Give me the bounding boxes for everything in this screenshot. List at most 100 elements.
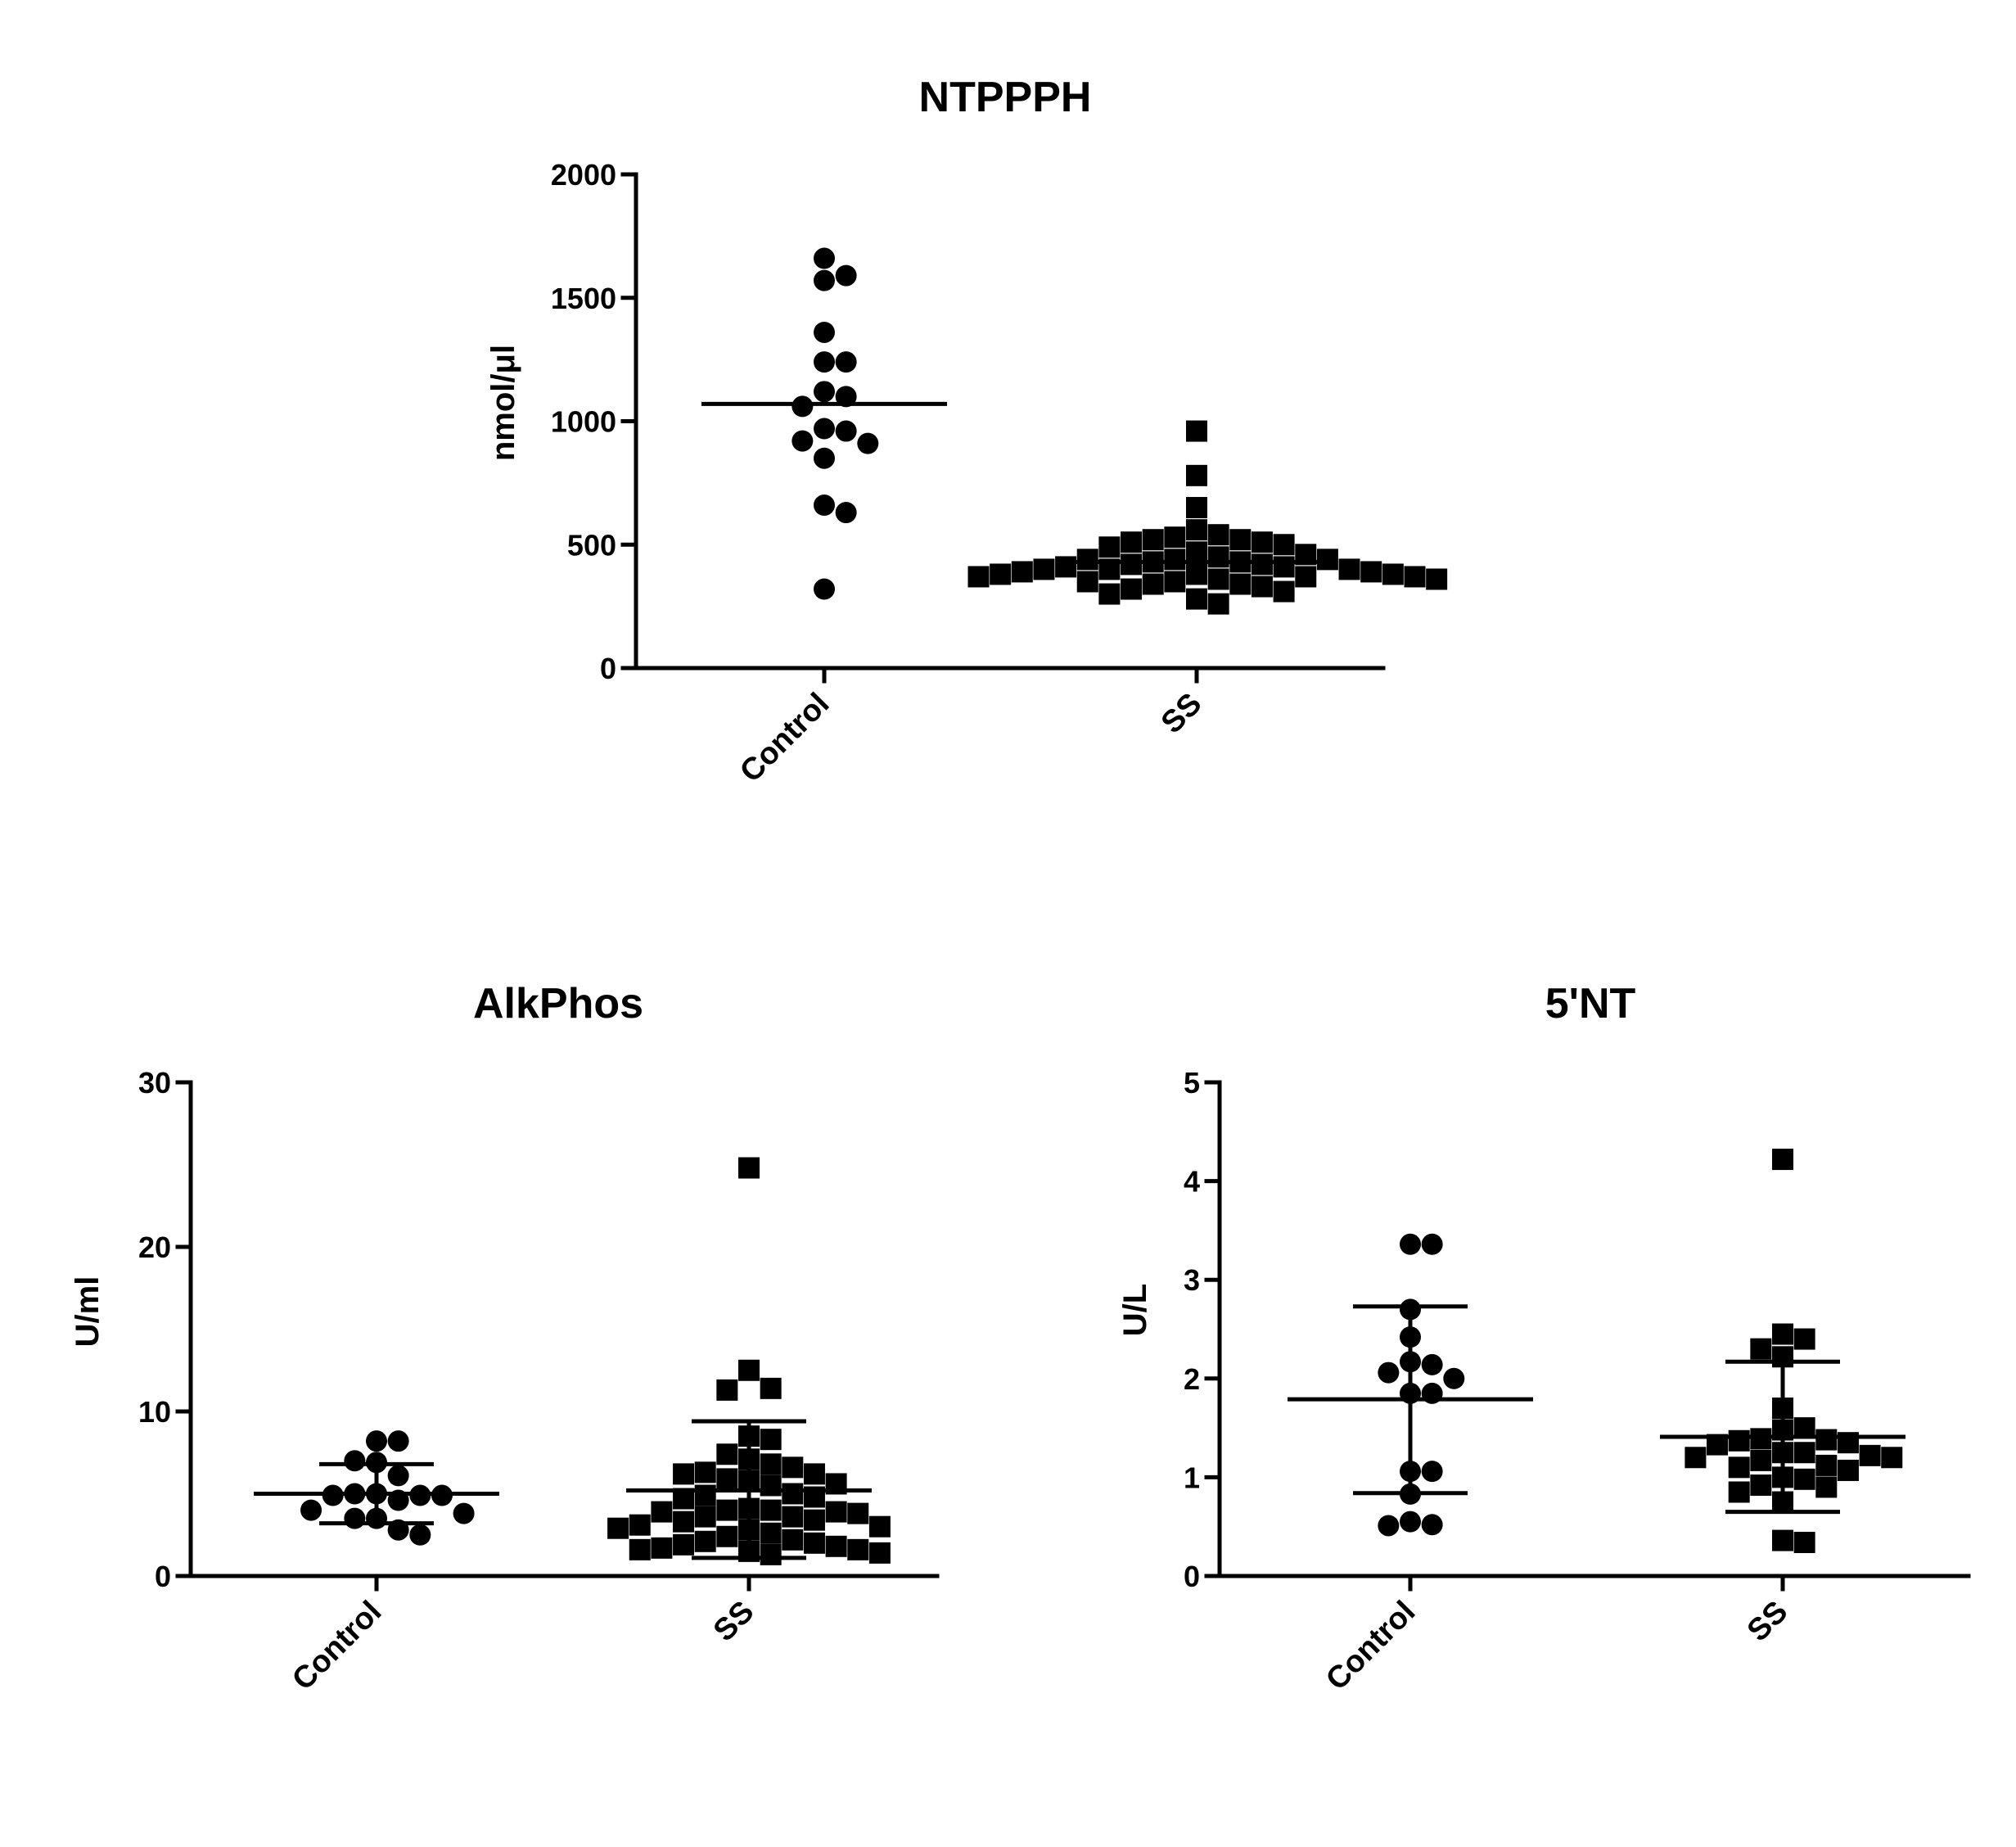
data-point-ntppph-control-2 — [814, 269, 835, 291]
data-point-ntppph-ss-25 — [1338, 558, 1360, 580]
data-point-alkphos-ss-41 — [825, 1535, 847, 1557]
data-point-5nt-ss-28 — [1772, 1529, 1793, 1551]
data-point-5nt-control-13 — [1400, 1511, 1421, 1533]
data-point-ntppph-ss-36 — [1426, 568, 1448, 590]
data-point-ntppph-ss-28 — [1011, 561, 1033, 583]
data-point-5nt-ss-19 — [1815, 1454, 1838, 1476]
axes-ntppph: 0 500 1000 1500 2000 Control SS — [551, 158, 1386, 789]
data-point-ntppph-ss-16 — [1076, 549, 1098, 571]
data-point-alkphos-ss-31 — [629, 1514, 651, 1536]
data-point-ntppph-ss-37 — [1164, 571, 1186, 593]
y-tick-label-alkphos-0: 0 — [155, 1560, 171, 1593]
y-axis-label-alkphos: U/ml — [70, 1276, 106, 1348]
data-point-alkphos-ss-47 — [760, 1543, 782, 1565]
data-point-ntppph-ss-23 — [1055, 556, 1077, 578]
data-point-5nt-ss-2 — [1793, 1328, 1815, 1350]
data-point-ntppph-ss-33 — [1404, 566, 1426, 588]
data-point-alkphos-ss-13 — [716, 1468, 738, 1490]
data-point-alkphos-ss-17 — [782, 1483, 804, 1505]
data-point-ntppph-ss-12 — [1186, 541, 1207, 563]
data-point-ntppph-control-3 — [814, 321, 835, 343]
chart-title-alkphos: AlkPhos — [473, 980, 643, 1027]
data-point-ntppph-ss-5 — [1164, 526, 1186, 549]
data-point-ntppph-ss-27 — [1360, 561, 1382, 583]
data-point-ntppph-control-8 — [792, 395, 814, 418]
data-point-ntppph-ss-21 — [1121, 553, 1143, 576]
data-point-ntppph-ss-44 — [1098, 583, 1121, 605]
data-point-alkphos-control-12 — [453, 1502, 475, 1524]
data-point-5nt-ss-0 — [1772, 1149, 1793, 1171]
data-point-alkphos-ss-35 — [760, 1522, 782, 1544]
data-point-ntppph-ss-1 — [1186, 464, 1207, 486]
y-tick-label-alkphos-2: 20 — [138, 1231, 171, 1264]
data-point-5nt-ss-26 — [1728, 1481, 1750, 1503]
data-point-ntppph-control-0 — [814, 247, 835, 269]
y-axis-label-ntppph: nmol/μl — [485, 345, 521, 461]
data-point-ntppph-ss-9 — [1121, 531, 1143, 553]
data-point-5nt-ss-20 — [1728, 1456, 1750, 1479]
data-point-alkphos-ss-29 — [803, 1509, 825, 1531]
data-points-alkphos — [254, 1157, 891, 1565]
data-point-ntppph-ss-41 — [1251, 576, 1273, 598]
data-point-ntppph-ss-6 — [1229, 529, 1252, 551]
data-point-ntppph-control-12 — [857, 432, 879, 454]
data-points-5nt — [1288, 1149, 1906, 1553]
x-tick-label-ntppph-0: Control — [733, 687, 836, 789]
data-point-ntppph-ss-22 — [1273, 556, 1295, 578]
y-tick-label-5nt-0: 0 — [1184, 1560, 1200, 1593]
data-point-ntppph-ss-43 — [1273, 580, 1295, 603]
data-point-5nt-ss-24 — [1750, 1474, 1772, 1497]
data-point-5nt-control-11 — [1421, 1461, 1443, 1483]
data-point-alkphos-ss-0 — [738, 1157, 760, 1179]
data-point-alkphos-control-1 — [387, 1430, 409, 1452]
y-tick-label-ntppph-0: 0 — [600, 652, 616, 685]
data-point-5nt-ss-14 — [1793, 1442, 1815, 1464]
data-point-ntppph-ss-46 — [1207, 593, 1229, 615]
data-point-alkphos-ss-5 — [760, 1429, 782, 1451]
data-point-5nt-ss-18 — [1750, 1449, 1772, 1471]
data-point-5nt-ss-10 — [1728, 1429, 1750, 1452]
y-axis-label-5nt: U/L — [1117, 1284, 1153, 1336]
data-point-alkphos-ss-33 — [607, 1517, 629, 1539]
x-tick-label-ntppph-1: SS — [1155, 687, 1209, 741]
data-point-5nt-ss-25 — [1815, 1476, 1838, 1498]
data-point-ntppph-ss-34 — [967, 566, 990, 588]
chart-title-5nt: 5'NT — [1545, 980, 1636, 1027]
data-point-alkphos-ss-16 — [760, 1474, 782, 1497]
data-point-alkphos-ss-40 — [673, 1533, 695, 1556]
y-tick-label-ntppph-2: 1000 — [551, 405, 616, 439]
data-point-ntppph-ss-7 — [1142, 529, 1164, 551]
axes-5nt: 0 1 2 3 4 5 Control SS — [1184, 1066, 1971, 1697]
data-point-alkphos-ss-24 — [825, 1501, 847, 1523]
data-point-ntppph-ss-11 — [1098, 536, 1121, 558]
data-point-5nt-control-5 — [1421, 1353, 1443, 1375]
data-point-alkphos-ss-6 — [716, 1443, 738, 1465]
data-point-alkphos-ss-39 — [803, 1532, 825, 1554]
data-point-ntppph-control-13 — [814, 447, 835, 469]
x-tick-label-alkphos-0: Control — [286, 1595, 388, 1697]
chart-title-ntppph: NTPPPH — [919, 74, 1092, 121]
data-point-alkphos-ss-44 — [629, 1538, 651, 1560]
data-point-ntppph-control-7 — [835, 386, 857, 408]
y-tick-label-5nt-3: 3 — [1184, 1263, 1200, 1297]
data-point-5nt-ss-16 — [1685, 1447, 1707, 1469]
x-tick-label-alkphos-1: SS — [707, 1595, 761, 1649]
data-point-alkphos-ss-2 — [760, 1377, 782, 1399]
data-point-5nt-ss-1 — [1772, 1323, 1793, 1345]
data-point-alkphos-ss-11 — [803, 1463, 825, 1485]
y-tick-label-ntppph-4: 2000 — [551, 158, 616, 192]
data-point-ntppph-control-16 — [814, 578, 835, 600]
data-point-5nt-control-7 — [1443, 1367, 1465, 1389]
data-point-ntppph-control-14 — [814, 494, 835, 517]
data-point-ntppph-ss-39 — [1229, 573, 1252, 595]
data-point-ntppph-ss-2 — [1186, 497, 1207, 519]
data-point-ntppph-control-15 — [835, 502, 857, 524]
data-point-ntppph-ss-20 — [1251, 553, 1273, 576]
data-point-5nt-ss-23 — [1793, 1468, 1815, 1490]
data-points-ntppph — [701, 247, 1448, 615]
y-tick-label-5nt-2: 2 — [1184, 1362, 1200, 1396]
data-point-alkphos-ss-23 — [716, 1499, 738, 1521]
data-point-alkphos-ss-22 — [760, 1499, 782, 1521]
data-point-ntppph-control-10 — [835, 420, 857, 442]
data-point-ntppph-control-5 — [835, 351, 857, 373]
